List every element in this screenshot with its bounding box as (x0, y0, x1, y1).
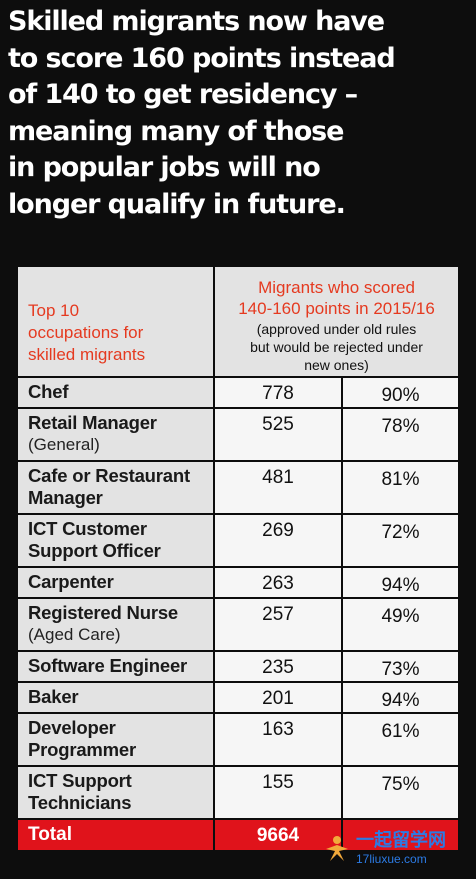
occupation-name: Chef (28, 381, 69, 402)
occupation-name: Support Officer (28, 540, 161, 561)
occupation-cell: Registered Nurse (Aged Care) (18, 597, 215, 651)
migrant-count-cell: 778 (214, 376, 343, 408)
table-row: Baker 201 94% (18, 681, 459, 713)
table-row: Carpenter 263 94% (18, 566, 459, 598)
migrant-count-cell: 269 (214, 513, 343, 567)
headline-line-1: Skilled migrants now have (8, 6, 385, 37)
total-count: 9664 (214, 818, 343, 850)
rejection-percent-cell: 61% (342, 712, 459, 766)
occupation-name: Programmer (28, 739, 137, 760)
table-row: Software Engineer 235 73% (18, 650, 459, 682)
occupation-cell: Software Engineer (18, 650, 215, 682)
migrants-title-line-1: Migrants who scored (258, 278, 415, 297)
migrants-note-line-3: new ones) (304, 357, 369, 373)
occupation-name: Baker (28, 686, 79, 707)
occupation-name: Technicians (28, 792, 132, 813)
occupation-cell: Cafe or Restaurant Manager (18, 460, 215, 514)
rejection-percent-cell: 72% (342, 513, 459, 567)
rejection-percent-cell: 81% (342, 460, 459, 514)
migrant-count-cell: 235 (214, 650, 343, 682)
table-row: Registered Nurse (Aged Care) 257 49% (18, 597, 459, 651)
total-pct-cell (342, 818, 459, 850)
migrant-count-cell: 201 (214, 681, 343, 713)
occupation-subtitle: (General) (28, 435, 100, 454)
table-row: Chef 778 90% (18, 376, 459, 408)
table-row: Developer Programmer 163 61% (18, 712, 459, 766)
watermark: 一起留学网 17liuxue.com (322, 823, 472, 873)
migrant-count-cell: 257 (214, 597, 343, 651)
migrants-title-line-2: 140-160 points in 2015/16 (238, 299, 435, 318)
figure-logo-icon (326, 836, 348, 861)
table-row: ICT Support Technicians 155 75% (18, 765, 459, 819)
table-row: Retail Manager (General) 525 78% (18, 407, 459, 461)
rejection-percent-cell: 78% (342, 407, 459, 461)
occupation-subtitle: (Aged Care) (28, 625, 121, 644)
occupation-name: ICT Support (28, 770, 132, 791)
watermark-text: 一起留学网 (356, 830, 446, 851)
migrant-count-cell: 263 (214, 566, 343, 598)
rejection-percent-cell: 90% (342, 376, 459, 408)
occupation-cell: Developer Programmer (18, 712, 215, 766)
occupation-header-line-1: Top 10 (28, 301, 80, 320)
migrants-note-line-2: but would be rejected under (250, 339, 423, 355)
occupation-name: Manager (28, 487, 103, 508)
headline-line-3: of 140 to get residency – (8, 79, 358, 110)
table-row: Cafe or Restaurant Manager 481 81% (18, 460, 459, 514)
migrant-count-cell: 481 (214, 460, 343, 514)
headline-line-5: in popular jobs will no (8, 152, 321, 183)
occupation-name: Carpenter (28, 571, 114, 592)
occupation-name: Registered Nurse (28, 602, 178, 623)
table-body: Chef 778 90% Retail Manager (General) 525 78% C… (18, 376, 459, 819)
table-row: ICT Customer Support Officer 269 72% (18, 513, 459, 567)
rejection-percent-cell: 49% (342, 597, 459, 651)
occupation-cell: Carpenter (18, 566, 215, 598)
occupation-header-line-3: skilled migrants (28, 345, 146, 364)
headline-line-6: longer qualify in future. (8, 188, 346, 220)
rejection-percent-cell: 73% (342, 650, 459, 682)
migrant-count-cell: 155 (214, 765, 343, 819)
occupation-header-line-2: occupations for (28, 323, 144, 342)
headline: Skilled migrants now have to score 160 p… (8, 4, 472, 223)
occupation-name: Software Engineer (28, 655, 188, 676)
occupation-cell: ICT Support Technicians (18, 765, 215, 819)
occupation-table: Top 10 occupations for skilled migrants … (18, 267, 459, 850)
headline-line-2: to score 160 points instead (8, 42, 396, 74)
rejection-percent-cell: 94% (342, 681, 459, 713)
occupation-name: Retail Manager (28, 412, 157, 433)
total-row: Total 9664 (18, 818, 459, 850)
watermark-url: 17liuxue.com (356, 852, 427, 866)
occupation-cell: Baker (18, 681, 215, 713)
occupation-cell: Chef (18, 376, 215, 408)
migrant-count-cell: 525 (214, 407, 343, 461)
migrants-column-header: Migrants who scored 140-160 points in 20… (214, 267, 458, 377)
occupation-cell: Retail Manager (General) (18, 407, 215, 461)
occupation-column-header: Top 10 occupations for skilled migrants (18, 267, 215, 377)
occupation-name: ICT Customer (28, 518, 147, 539)
migrants-note-line-1: (approved under old rules (256, 321, 417, 337)
occupation-cell: ICT Customer Support Officer (18, 513, 215, 567)
migrant-count-cell: 163 (214, 712, 343, 766)
occupation-name: Cafe or Restaurant (28, 465, 190, 486)
headline-line-4: meaning many of those (8, 115, 344, 147)
occupation-name: Developer (28, 717, 116, 738)
rejection-percent-cell: 94% (342, 566, 459, 598)
rejection-percent-cell: 75% (342, 765, 459, 819)
total-label: Total (18, 818, 215, 850)
